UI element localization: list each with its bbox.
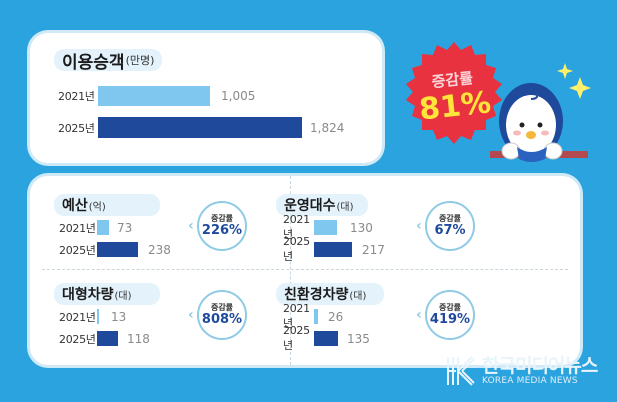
mascot-character [485, 55, 595, 170]
starburst-shape [406, 42, 502, 144]
passengers-title: 이용승객 (만명) [54, 49, 163, 73]
hk-logo-icon [447, 356, 475, 386]
value-label: 118 [127, 331, 150, 346]
year-label: 2025년 [283, 324, 310, 352]
metric-title-text: 운영대수 [284, 198, 336, 214]
budget-rate-circle: 증감률 226% [197, 201, 247, 251]
metric-unit: (대) [349, 290, 367, 302]
chevron-left-icon: ‹ [416, 218, 422, 234]
year-label: 2021년 [59, 310, 96, 324]
metric-unit: (대) [336, 201, 354, 213]
fleet-rate-circle: 증감률 67% [425, 201, 475, 251]
year-label: 2021년 [283, 302, 310, 330]
rate-value: 226% [201, 223, 243, 238]
bar-2025 [314, 331, 338, 346]
year-label: 2021년 [283, 213, 310, 241]
bar-2021 [314, 220, 337, 235]
watermark-korean: 한국미디어뉴스 [482, 355, 598, 377]
value-label: 26 [328, 309, 344, 324]
fleet-title: 운영대수 (대) [276, 194, 368, 216]
value-label: 238 [148, 242, 171, 257]
eco-vehicle-rate-circle: 증감률 419% [425, 290, 475, 340]
chevron-left-icon: ‹ [188, 307, 194, 323]
watermark-logo: 한국미디어뉴스 KOREA MEDIA NEWS [446, 355, 598, 387]
bar-2025 [98, 117, 302, 138]
mascot-icon [490, 63, 591, 162]
chevron-left-icon: ‹ [416, 307, 422, 323]
value-label: 1,824 [310, 120, 345, 135]
metric-unit: (억) [88, 201, 106, 213]
rate-label: 증감률 [438, 214, 462, 223]
bar-2021 [314, 309, 318, 324]
bar-2021 [98, 86, 210, 106]
bar-2025 [97, 242, 138, 257]
rate-label: 증감률 [210, 303, 234, 312]
eco-vehicle-title: 친환경차량 (대) [276, 283, 384, 305]
value-label: 130 [350, 220, 373, 235]
rate-label: 증감률 [438, 303, 462, 312]
year-label: 2025년 [283, 235, 310, 263]
year-label: 2025년 [58, 121, 95, 135]
large-vehicle-row-2025: 2025년 118 [59, 331, 150, 346]
passengers-card: 이용승객 (만명) 2021년 1,005 2025년 1,824 [30, 33, 382, 163]
bar-2025 [97, 331, 118, 346]
metric-title-text: 대형차량 [62, 287, 114, 303]
rate-value: 808% [201, 312, 243, 327]
eco-vehicle-row-2025: 2025년 135 [283, 324, 370, 352]
fleet-row-2021: 2021년 130 [283, 213, 373, 241]
large-vehicle-rate-circle: 증감률 808% [197, 290, 247, 340]
sparkle-icon [569, 77, 591, 99]
passengers-row-2025: 2025년 1,824 [58, 117, 344, 138]
metrics-card: 예산 (억) 2021년 73 2025년 238 ‹ 증감률 226% 운영대… [30, 176, 580, 365]
bar-2021 [97, 309, 99, 324]
bar-2025 [314, 242, 352, 257]
bar-2021 [97, 220, 109, 235]
vertical-divider [290, 176, 291, 365]
value-label: 13 [111, 309, 127, 324]
watermark-english: KOREA MEDIA NEWS [482, 376, 578, 386]
metric-title-text: 친환경차량 [284, 287, 349, 303]
budget-title: 예산 (억) [54, 194, 160, 216]
fleet-row-2025: 2025년 217 [283, 235, 385, 263]
eco-vehicle-row-2021: 2021년 26 [283, 302, 344, 330]
chevron-left-icon: ‹ [188, 218, 194, 234]
rate-label: 증감률 [210, 214, 234, 223]
year-label: 2021년 [58, 90, 95, 103]
rate-value: 67% [434, 223, 466, 238]
passengers-row-2021: 2021년 1,005 [58, 86, 255, 106]
year-label: 2021년 [59, 221, 96, 235]
sparkle-icon [557, 63, 573, 79]
large-vehicle-title: 대형차량 (대) [54, 283, 160, 305]
budget-row-2025: 2025년 238 [59, 242, 171, 257]
value-label: 135 [347, 331, 370, 346]
passengers-unit: (만명) [125, 54, 155, 67]
badge-percent: 81% [417, 84, 493, 128]
value-label: 73 [117, 220, 133, 235]
value-label: 217 [362, 242, 385, 257]
large-vehicle-row-2021: 2021년 13 [59, 309, 126, 324]
passengers-title-text: 이용승객 [62, 52, 125, 73]
metric-unit: (대) [114, 290, 132, 302]
year-label: 2025년 [59, 243, 96, 257]
change-rate-badge: 증감률 81% [398, 40, 510, 152]
horizontal-divider [42, 269, 568, 270]
year-label: 2025년 [59, 332, 96, 346]
rate-value: 419% [429, 312, 471, 327]
value-label: 1,005 [221, 89, 256, 103]
budget-row-2021: 2021년 73 [59, 220, 132, 235]
metric-title-text: 예산 [62, 198, 88, 214]
